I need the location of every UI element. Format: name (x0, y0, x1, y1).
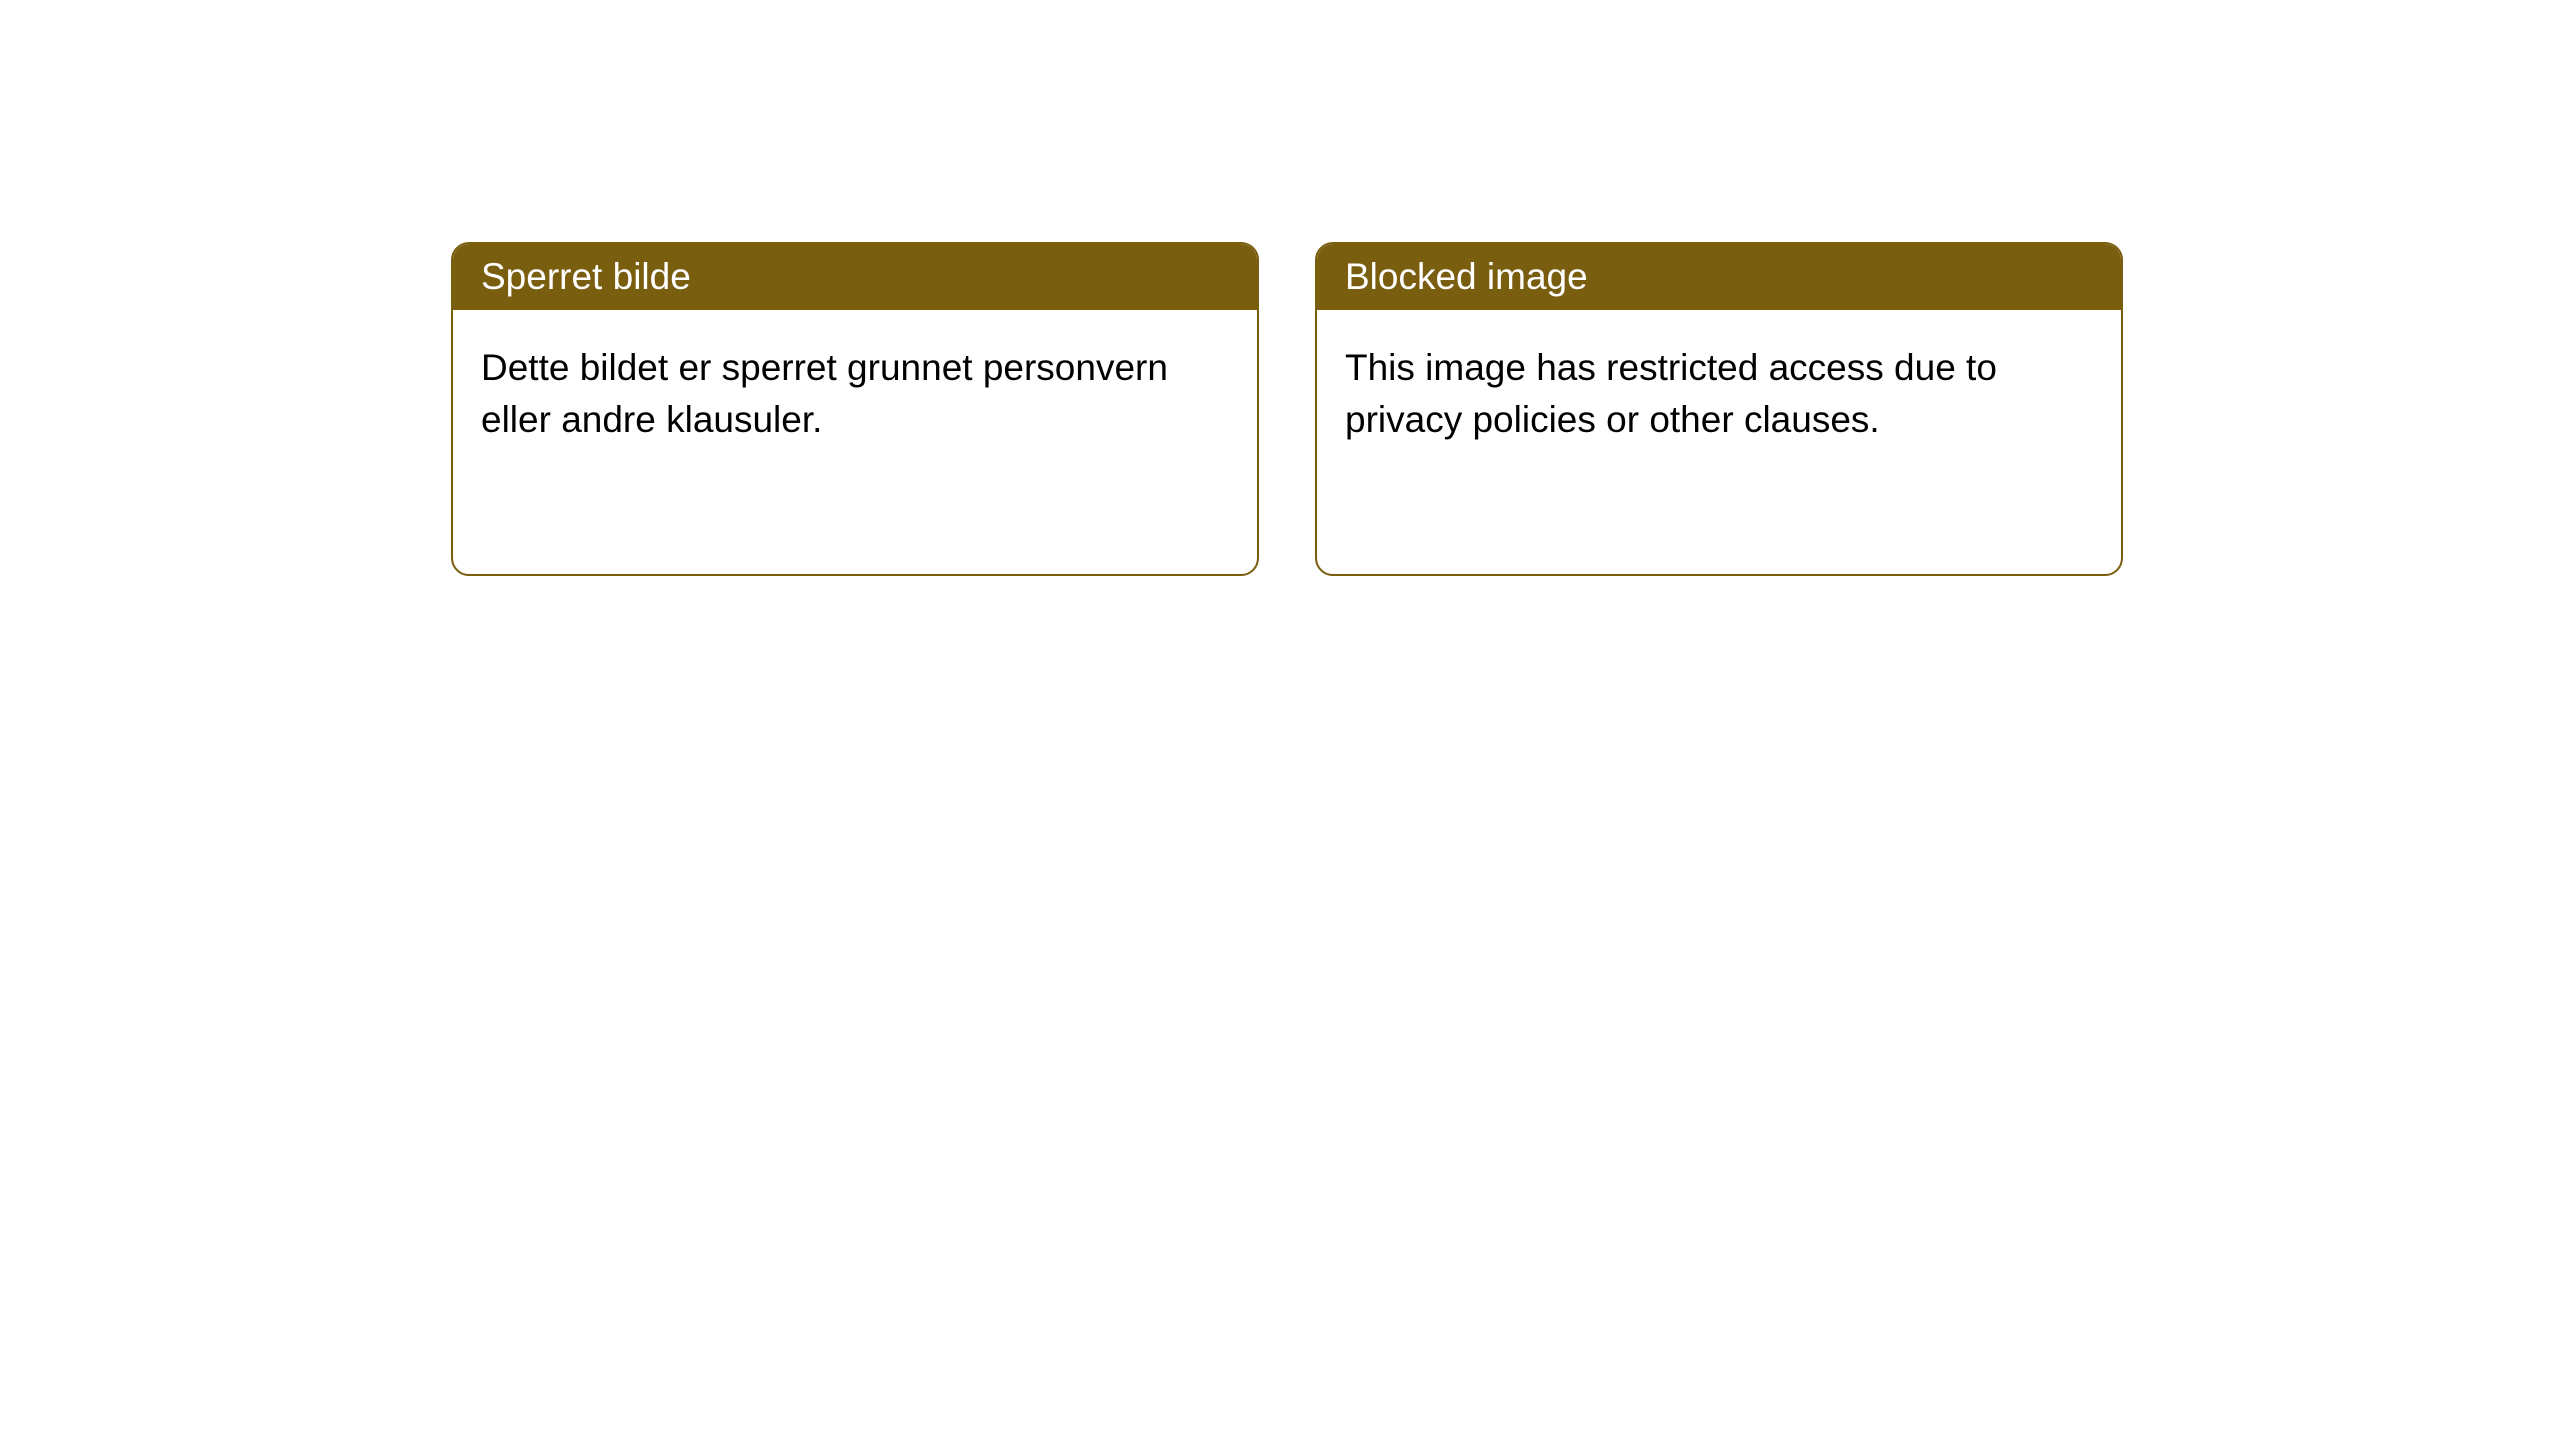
notice-card-norwegian: Sperret bilde Dette bildet er sperret gr… (451, 242, 1259, 576)
notice-cards-container: Sperret bilde Dette bildet er sperret gr… (0, 0, 2560, 576)
notice-body-norwegian: Dette bildet er sperret grunnet personve… (453, 310, 1257, 478)
notice-body-english: This image has restricted access due to … (1317, 310, 2121, 478)
notice-header-norwegian: Sperret bilde (453, 244, 1257, 310)
notice-header-english: Blocked image (1317, 244, 2121, 310)
notice-card-english: Blocked image This image has restricted … (1315, 242, 2123, 576)
